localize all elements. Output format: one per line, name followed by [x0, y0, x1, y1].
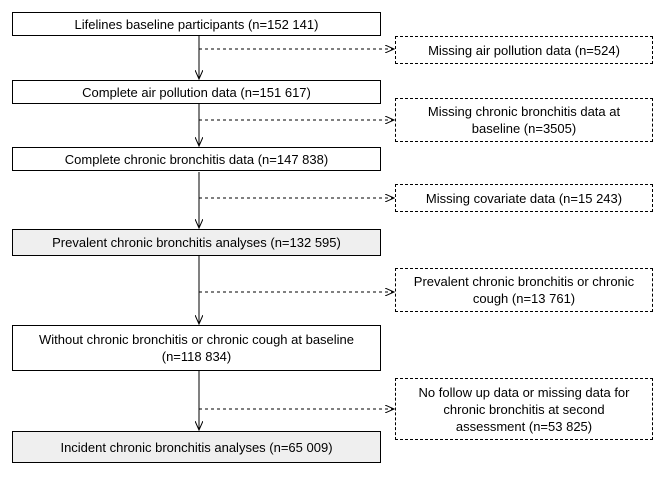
- step-label: Complete air pollution data (n=151 617): [82, 84, 311, 100]
- exclusion-label: No follow up data or missing data for ch…: [418, 384, 630, 434]
- exclusion-label: Prevalent chronic bronchitis or chronic …: [413, 274, 635, 306]
- step-box-without-bronchitis: Without chronic bronchitis or chronic co…: [12, 325, 381, 371]
- step-box-incident-analyses: Incident chronic bronchitis analyses (n=…: [12, 431, 381, 463]
- step-label: Prevalent chronic bronchitis analyses (n…: [52, 235, 341, 250]
- step-label: Without chronic bronchitis or chronic co…: [38, 332, 355, 364]
- step-box-air-pollution: Complete air pollution data (n=151 617): [12, 80, 381, 104]
- step-label: Lifelines baseline participants (n=152 1…: [74, 16, 319, 32]
- exclusion-box-follow-up: No follow up data or missing data for ch…: [395, 378, 653, 440]
- step-label: Incident chronic bronchitis analyses (n=…: [60, 439, 333, 455]
- exclusion-box-air-pollution: Missing air pollution data (n=524): [395, 36, 653, 64]
- exclusion-box-prevalent: Prevalent chronic bronchitis or chronic …: [395, 268, 653, 312]
- exclusion-box-chronic-bronchitis: Missing chronic bronchitis data at basel…: [395, 98, 653, 142]
- exclusion-label: Missing covariate data (n=15 243): [425, 190, 623, 206]
- step-box-chronic-bronchitis: Complete chronic bronchitis data (n=147 …: [12, 147, 381, 171]
- step-label: Complete chronic bronchitis data (n=147 …: [64, 151, 329, 167]
- step-box-prevalent-analyses: Prevalent chronic bronchitis analyses (n…: [12, 229, 381, 256]
- exclusion-box-covariate: Missing covariate data (n=15 243): [395, 184, 653, 212]
- exclusion-label: Missing chronic bronchitis data at basel…: [427, 104, 621, 136]
- exclusion-label: Missing air pollution data (n=524): [428, 42, 620, 58]
- step-box-baseline: Lifelines baseline participants (n=152 1…: [12, 12, 381, 36]
